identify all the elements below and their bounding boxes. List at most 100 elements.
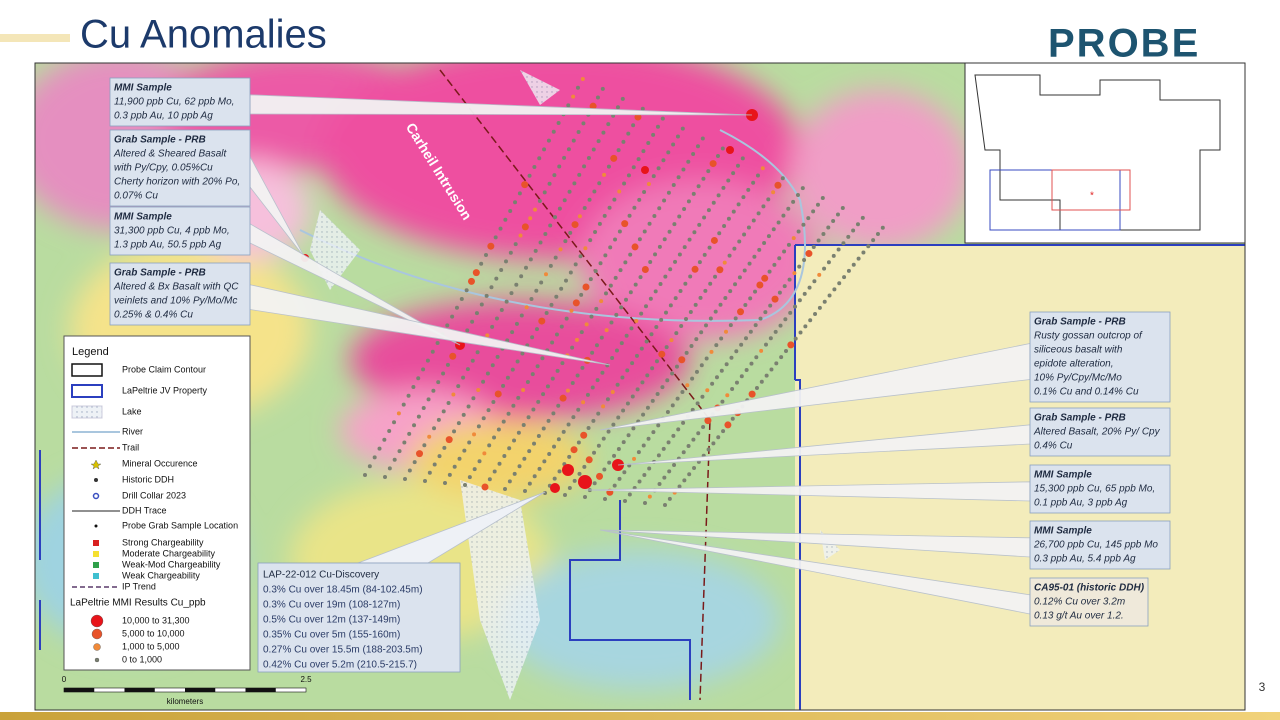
- sample-dot: [461, 412, 466, 417]
- sample-dot: [484, 293, 489, 298]
- legend-symbol: [94, 657, 100, 663]
- sample-dot: [392, 457, 397, 462]
- sample-dot: [534, 327, 539, 332]
- sample-dot: [700, 136, 705, 141]
- anomaly-dot: [562, 464, 574, 476]
- legend-item: Lake: [122, 406, 142, 416]
- sample-dot: [653, 289, 658, 294]
- sample-dot: [716, 193, 721, 198]
- sample-dot: [621, 408, 626, 413]
- sample-dot: [465, 328, 470, 333]
- sample-dot: [655, 392, 660, 397]
- sample-dot: [664, 310, 668, 315]
- sample-dot: [798, 330, 803, 335]
- legend-symbol: [93, 643, 101, 651]
- sample-dot: [586, 426, 591, 431]
- sample-dot: [540, 356, 545, 361]
- sample-dot: [544, 310, 549, 315]
- footer-bar: [0, 712, 1280, 720]
- sample-dot: [601, 404, 606, 409]
- sample-dot: [692, 230, 697, 235]
- sample-dot: [587, 197, 592, 202]
- sample-dot: [866, 244, 871, 249]
- sample-dot: [771, 190, 776, 195]
- sample-dot: [783, 317, 788, 322]
- sample-dot: [759, 348, 764, 353]
- sample-dot: [691, 265, 699, 273]
- sample-dot: [851, 262, 856, 267]
- sample-dot: [508, 250, 513, 255]
- sample-dot: [779, 355, 784, 360]
- sample-dot: [581, 121, 586, 126]
- callout-line: Altered & Bx Basalt with QC: [113, 282, 239, 293]
- sample-dot: [662, 475, 667, 480]
- sample-dot: [817, 272, 822, 277]
- sample-dot: [530, 372, 535, 377]
- sample-dot: [703, 288, 708, 293]
- sample-dot: [682, 478, 687, 483]
- sample-dot: [539, 280, 544, 285]
- sample-dot: [675, 134, 680, 139]
- sample-dot: [482, 451, 487, 456]
- sample-dot: [557, 206, 562, 211]
- anomaly-dot: [726, 146, 734, 154]
- sample-dot: [536, 434, 541, 439]
- callout-title: MMI Sample: [1034, 526, 1092, 537]
- sample-dot: [662, 198, 667, 203]
- sample-dot: [644, 304, 648, 309]
- sample-dot: [746, 187, 751, 192]
- sample-dot: [781, 213, 786, 218]
- sample-dot: [748, 296, 753, 301]
- legend-symbol: [94, 478, 98, 482]
- sample-dot: [548, 263, 553, 268]
- sample-dot: [776, 220, 781, 225]
- sample-dot: [498, 226, 503, 231]
- sample-dot: [530, 335, 535, 340]
- sample-dot: [793, 304, 798, 309]
- sample-dot: [541, 392, 546, 397]
- sample-dot: [777, 256, 782, 261]
- sample-dot: [749, 361, 754, 366]
- sample-dot: [521, 223, 529, 231]
- sample-dot: [416, 450, 424, 458]
- sample-dot: [504, 259, 508, 264]
- sample-dot: [479, 261, 484, 266]
- sample-dot: [778, 323, 783, 328]
- sample-dot: [427, 470, 432, 475]
- sample-dot: [590, 385, 595, 390]
- sample-dot: [822, 299, 827, 304]
- sample-dot: [577, 214, 582, 219]
- legend-item: 0 to 1,000: [122, 654, 162, 664]
- sample-dot: [772, 262, 777, 267]
- sample-dot: [456, 421, 461, 426]
- sample-dot: [506, 411, 511, 416]
- sample-dot: [567, 454, 572, 459]
- sample-dot: [445, 436, 453, 444]
- sample-dot: [826, 225, 831, 230]
- sample-dot: [716, 435, 721, 440]
- sample-dot: [801, 222, 806, 227]
- sample-dot: [601, 436, 606, 441]
- sample-dot: [490, 363, 495, 368]
- sample-dot: [871, 238, 876, 243]
- legend-item: Historic DDH: [122, 474, 174, 484]
- sample-dot: [475, 350, 480, 355]
- sample-dot: [670, 403, 675, 408]
- sample-dot: [628, 252, 633, 257]
- sample-dot: [573, 262, 578, 267]
- sample-dot: [685, 383, 690, 388]
- sample-dot: [612, 453, 617, 458]
- sample-dot: [504, 299, 509, 304]
- sample-dot: [452, 464, 457, 469]
- sample-dot: [627, 213, 632, 218]
- legend-item: Probe Grab Sample Location: [122, 520, 238, 530]
- sample-dot: [476, 424, 481, 429]
- sample-dot: [663, 274, 668, 279]
- sample-dot: [466, 404, 471, 409]
- legend-symbol: [90, 614, 104, 628]
- sample-dot: [524, 265, 528, 270]
- sample-dot: [678, 356, 686, 364]
- sample-dot: [431, 388, 436, 393]
- sample-dot: [760, 166, 765, 171]
- sample-dot: [552, 173, 557, 178]
